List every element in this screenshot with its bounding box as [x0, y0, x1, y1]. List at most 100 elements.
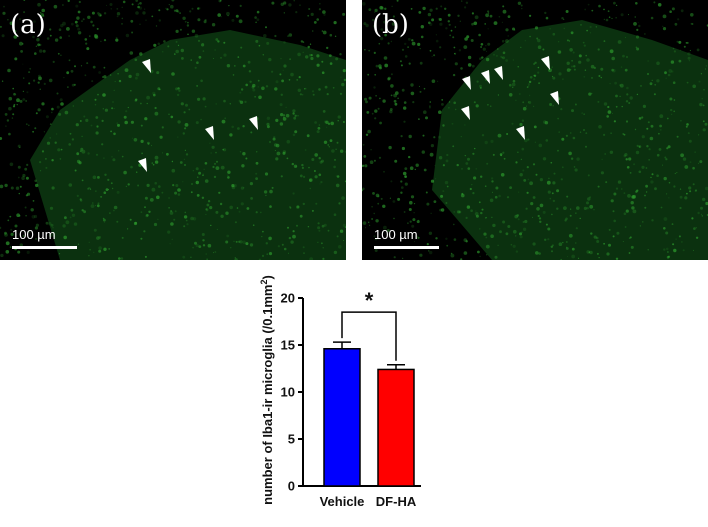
- fluorescence-speck: [10, 232, 14, 236]
- fluorescence-speck: [437, 80, 439, 82]
- fluorescence-speck: [522, 169, 525, 172]
- fluorescence-speck: [69, 216, 72, 219]
- fluorescence-speck: [316, 18, 320, 21]
- fluorescence-speck: [307, 14, 310, 17]
- fluorescence-speck: [401, 146, 405, 151]
- fluorescence-speck: [95, 131, 99, 135]
- fluorescence-speck: [265, 26, 267, 29]
- fluorescence-speck: [433, 200, 437, 204]
- fluorescence-speck: [563, 18, 565, 20]
- fluorescence-speck: [667, 73, 671, 77]
- fluorescence-speck: [375, 64, 379, 68]
- fluorescence-speck: [96, 27, 99, 30]
- fluorescence-speck: [445, 237, 448, 240]
- fluorescence-speck: [97, 202, 100, 205]
- micrograph-panel-a: (a) 100 µm: [0, 0, 346, 260]
- fluorescence-speck: [669, 97, 673, 101]
- fluorescence-speck: [524, 138, 528, 143]
- fluorescence-speck: [235, 240, 238, 243]
- fluorescence-speck: [158, 9, 161, 12]
- fluorescence-speck: [183, 158, 185, 160]
- fluorescence-speck: [573, 68, 576, 71]
- fluorescence-speck: [329, 139, 333, 143]
- micrograph-b-image: [362, 0, 708, 260]
- fluorescence-speck: [434, 165, 436, 167]
- fluorescence-speck: [636, 47, 640, 51]
- fluorescence-speck: [561, 137, 565, 141]
- fluorescence-speck: [23, 11, 26, 14]
- fluorescence-speck: [316, 54, 320, 58]
- fluorescence-speck: [268, 57, 272, 62]
- fluorescence-speck: [463, 251, 468, 255]
- fluorescence-speck: [9, 215, 12, 218]
- fluorescence-speck: [81, 149, 86, 154]
- fluorescence-speck: [86, 62, 89, 65]
- fluorescence-speck: [177, 136, 179, 138]
- fluorescence-speck: [227, 170, 231, 174]
- fluorescence-speck: [664, 156, 667, 159]
- fluorescence-speck: [556, 189, 560, 193]
- fluorescence-speck: [206, 203, 210, 207]
- fluorescence-speck: [653, 93, 656, 96]
- fluorescence-speck: [581, 112, 583, 114]
- fluorescence-speck: [547, 227, 551, 231]
- fluorescence-speck: [184, 164, 186, 166]
- fluorescence-speck: [60, 23, 64, 28]
- fluorescence-speck: [676, 172, 678, 174]
- fluorescence-speck: [453, 101, 456, 105]
- fluorescence-speck: [299, 174, 303, 178]
- fluorescence-speck: [399, 36, 401, 38]
- fluorescence-speck: [249, 182, 253, 186]
- fluorescence-speck: [566, 39, 569, 42]
- fluorescence-speck: [593, 209, 595, 211]
- fluorescence-speck: [487, 103, 489, 106]
- fluorescence-speck: [10, 186, 14, 190]
- fluorescence-speck: [546, 180, 551, 185]
- fluorescence-speck: [634, 128, 637, 131]
- fluorescence-speck: [639, 225, 642, 227]
- fluorescence-speck: [569, 68, 572, 71]
- fluorescence-speck: [182, 132, 185, 135]
- fluorescence-speck: [526, 86, 529, 88]
- fluorescence-speck: [277, 245, 280, 248]
- fluorescence-speck: [37, 108, 41, 112]
- fluorescence-speck: [636, 28, 639, 31]
- fluorescence-speck: [48, 233, 53, 238]
- fluorescence-speck: [115, 36, 118, 39]
- fluorescence-speck: [321, 242, 323, 245]
- fluorescence-speck: [7, 219, 10, 222]
- fluorescence-speck: [442, 190, 445, 193]
- fluorescence-speck: [607, 110, 612, 114]
- fluorescence-speck: [19, 185, 22, 188]
- fluorescence-speck: [292, 192, 295, 195]
- fluorescence-speck: [19, 99, 23, 103]
- fluorescence-speck: [671, 70, 674, 73]
- fluorescence-speck: [409, 200, 413, 205]
- fluorescence-speck: [64, 216, 67, 220]
- fluorescence-speck: [408, 155, 411, 159]
- fluorescence-speck: [334, 158, 336, 161]
- fluorescence-speck: [624, 36, 627, 39]
- fluorescence-speck: [221, 119, 226, 124]
- fluorescence-speck: [428, 250, 430, 252]
- fluorescence-speck: [621, 105, 623, 108]
- fluorescence-speck: [529, 181, 533, 186]
- fluorescence-speck: [8, 96, 13, 101]
- fluorescence-speck: [651, 173, 654, 176]
- fluorescence-speck: [609, 82, 611, 85]
- fluorescence-speck: [135, 72, 140, 77]
- fluorescence-speck: [282, 69, 284, 71]
- fluorescence-speck: [410, 91, 415, 96]
- fluorescence-speck: [499, 230, 502, 234]
- fluorescence-speck: [465, 240, 468, 243]
- fluorescence-speck: [335, 148, 337, 150]
- fluorescence-speck: [234, 257, 236, 259]
- fluorescence-speck: [285, 113, 290, 118]
- fluorescence-speck: [323, 140, 328, 144]
- fluorescence-speck: [586, 58, 590, 62]
- fluorescence-speck: [439, 46, 442, 49]
- fluorescence-speck: [39, 88, 41, 90]
- x-tick-label: DF-HA: [376, 494, 417, 509]
- fluorescence-speck: [121, 17, 124, 20]
- fluorescence-speck: [609, 49, 614, 54]
